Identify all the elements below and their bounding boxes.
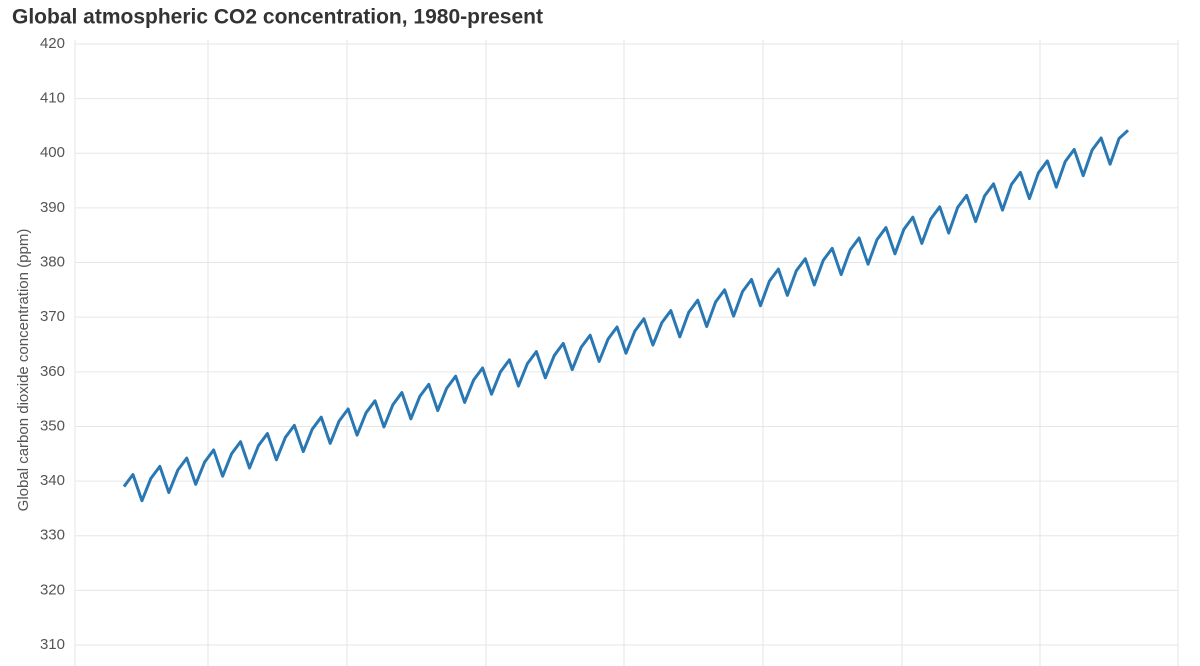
y-tick-label: 370	[40, 308, 65, 325]
y-tick-label: 310	[40, 636, 65, 653]
y-tick-label: 340	[40, 472, 65, 489]
y-tick-label: 380	[40, 254, 65, 271]
vertical-grid	[74, 40, 1179, 666]
y-tick-label: 390	[40, 199, 65, 216]
data-line	[122, 129, 1130, 503]
y-tick-label: 360	[40, 363, 65, 380]
y-tick-label: 350	[40, 417, 65, 434]
y-axis-label: Global carbon dioxide concentration (ppm…	[15, 229, 32, 512]
chart-title: Global atmospheric CO2 concentration, 19…	[12, 6, 543, 29]
y-tick-label: 330	[40, 527, 65, 544]
y-tick-label: 400	[40, 144, 65, 161]
y-tick-label: 410	[40, 90, 65, 107]
y-tick-label: 320	[40, 581, 65, 598]
y-tick-label: 420	[40, 35, 65, 52]
